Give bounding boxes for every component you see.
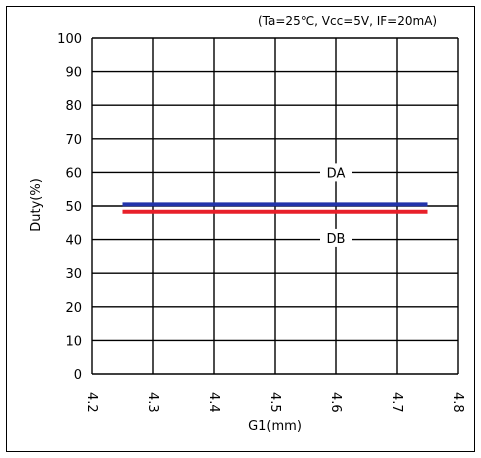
x-tick-label: 4.6 xyxy=(328,392,343,413)
y-tick-label: 60 xyxy=(65,166,82,181)
tick-labels: 4.2 4.3 4.4 4.5 4.6 4.7 4.8 0 10 20 30 40 50 60 70 80 90… xyxy=(57,32,465,413)
x-tick-label: 4.8 xyxy=(450,392,465,413)
y-tick-label: 70 xyxy=(65,133,82,148)
y-tick-label: 80 xyxy=(65,99,82,114)
x-tick-label: 4.4 xyxy=(206,392,221,413)
y-axis-label: Duty(%) xyxy=(29,178,44,232)
series-label-db-bg xyxy=(320,228,352,247)
x-tick-label: 4.2 xyxy=(84,392,99,413)
y-tick-label: 50 xyxy=(65,200,82,215)
y-tick-label: 100 xyxy=(57,32,82,47)
series-label-db: DB xyxy=(327,232,346,247)
x-tick-label: 4.3 xyxy=(145,392,160,413)
y-tick-label: 10 xyxy=(65,334,82,349)
series-label-da-bg xyxy=(320,163,352,182)
series-label-da: DA xyxy=(327,166,346,181)
y-tick-label: 20 xyxy=(65,301,82,316)
grid xyxy=(91,37,459,375)
x-axis-label: G1(mm) xyxy=(248,419,302,434)
y-tick-label: 0 xyxy=(74,368,82,383)
y-tick-label: 30 xyxy=(65,267,82,282)
x-tick-label: 4.5 xyxy=(267,392,282,413)
y-tick-label: 40 xyxy=(65,234,82,249)
series-group xyxy=(122,202,428,214)
y-tick-label: 90 xyxy=(65,66,82,81)
x-tick-label: 4.7 xyxy=(389,392,404,413)
condition-note: (Ta=25℃, Vcc=5V, IF=20mA) xyxy=(258,14,437,28)
